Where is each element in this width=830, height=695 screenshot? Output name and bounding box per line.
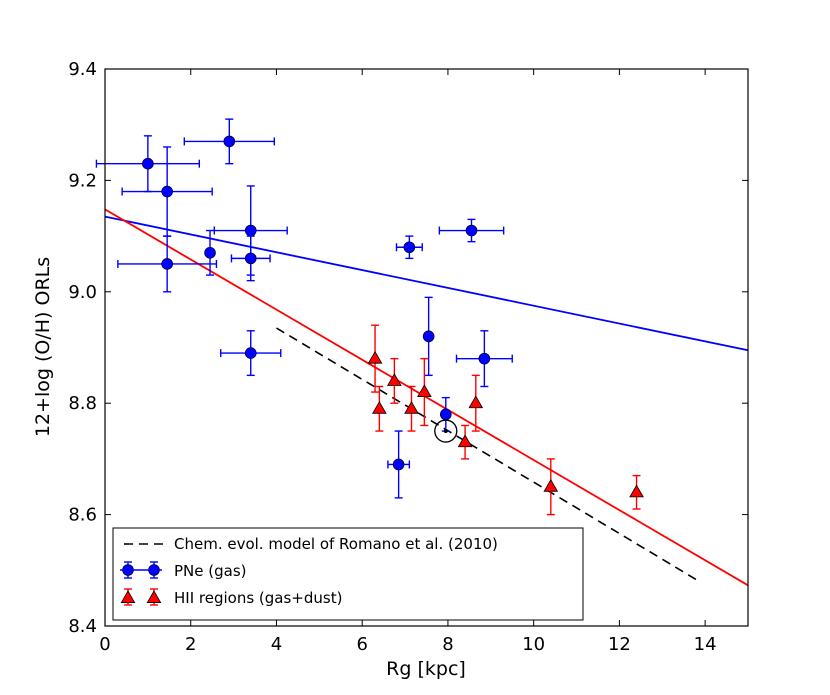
legend-label-model: Chem. evol. model of Romano et al. (2010…: [174, 535, 498, 553]
legend-hii-marker: [120, 590, 136, 603]
y-tick-label: 9.4: [68, 59, 97, 80]
model-line-group: [276, 327, 697, 581]
pne-point: [244, 224, 257, 237]
legend-box: [112, 527, 584, 621]
hii-point: [404, 400, 419, 414]
sun-symbol: [434, 419, 458, 443]
pne-point: [422, 330, 435, 343]
pne-point: [142, 157, 154, 170]
hii-point: [468, 395, 484, 409]
pne-point: [465, 224, 478, 237]
pne-point: [392, 458, 405, 471]
x-tick-label: 6: [356, 634, 367, 655]
y-tick-label: 8.8: [68, 393, 97, 414]
hii-point: [457, 434, 473, 448]
x-tick-label: 4: [271, 634, 282, 655]
hii-point: [387, 373, 402, 386]
pne-fit-line: [104, 215, 749, 352]
pne-point: [439, 408, 452, 421]
hii-point: [629, 484, 644, 498]
axis-ticks: 0 2 4 6 8 10 12 14 8.4 8.6 8.8 9.0 9.2 9.4: [68, 59, 748, 655]
plot-frame: [104, 68, 749, 627]
y-tick-label: 8.6: [68, 505, 97, 526]
y-tick-label: 9.0: [68, 282, 97, 303]
data-markers: [95, 118, 644, 516]
sun-dot: [443, 429, 448, 434]
legend: Chem. evol. model of Romano et al. (2010…: [112, 527, 584, 621]
x-tick-label: 12: [608, 634, 631, 655]
y-axis-label: 12+log (O/H) ORLs: [32, 257, 54, 437]
pne-point: [244, 252, 257, 265]
hii-point: [367, 350, 383, 364]
x-tick-label: 14: [694, 634, 717, 655]
x-tick-label: 8: [442, 634, 453, 655]
legend-hii-marker: [146, 590, 162, 603]
legend-label-hii: HII regions (gas+dust): [174, 589, 342, 607]
pne-point: [204, 247, 216, 259]
fit-lines: [104, 208, 749, 587]
x-tick-label: 0: [99, 634, 110, 655]
hii-fit-line: [104, 208, 749, 587]
pne-point: [478, 352, 491, 365]
pne-point: [223, 135, 236, 148]
hii-point: [372, 400, 387, 414]
pne-point: [161, 258, 173, 270]
pne-point: [244, 347, 257, 359]
hii-point: [417, 384, 432, 398]
hii-point: [543, 478, 559, 492]
legend-symbols: [120, 543, 164, 606]
sun-circle: [434, 419, 458, 443]
pne-point: [403, 241, 416, 254]
y-tick-label: 9.2: [68, 170, 97, 191]
model-dashed-line: [276, 327, 697, 581]
legend-label-pne: PNe (gas): [174, 562, 247, 580]
x-tick-label: 10: [522, 634, 545, 655]
x-tick-label: 2: [185, 634, 196, 655]
pne-point: [161, 185, 173, 198]
y-tick-label: 8.4: [68, 616, 97, 637]
x-axis-label: Rg [kpc]: [386, 658, 466, 680]
